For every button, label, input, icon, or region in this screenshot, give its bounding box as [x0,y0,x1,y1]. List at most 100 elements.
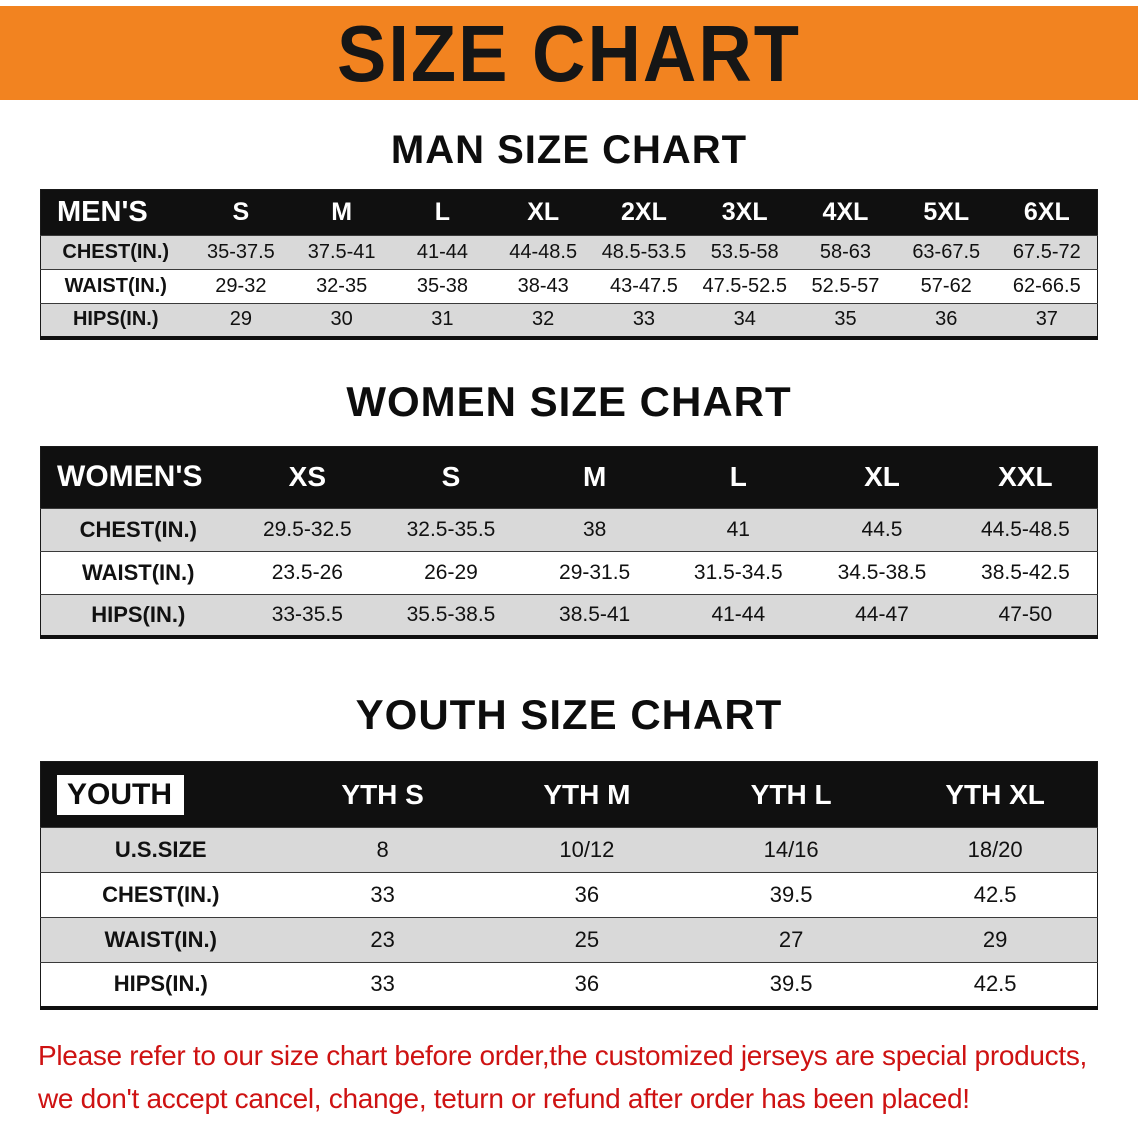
row-label: HIPS(IN.) [113,971,208,997]
size-cell: 47.5-52.5 [702,275,787,297]
size-cell: 23 [370,927,395,952]
size-cell: 32 [532,308,555,331]
size-cell: 33 [370,971,395,997]
size-column-header: L [434,198,451,226]
row-label: CHEST(IN.) [79,516,197,542]
measurement-row: WAIST(IN.) 23 25 27 29 [40,917,1098,963]
size-cell: 42.5 [973,882,1017,907]
measurement-row: HIPS(IN.) 29 30 31 32 33 34 35 36 37 [40,303,1098,338]
page-title: SIZE CHART [337,8,801,98]
youth-size-table: YOUTH YTH S YTH M YTH L YTH XL U.S.SIZE 8 10/12… [40,761,1098,1010]
size-cell: 67.5-72 [1012,241,1081,263]
table-corner-label: MEN'S [41,190,191,236]
size-column-header: YTH XL [945,778,1045,810]
size-cell: 44-47 [855,602,909,626]
size-cell: 39.5 [769,971,813,997]
row-label: CHEST(IN.) [62,241,170,263]
size-cell: 34 [733,308,756,331]
size-cell: 37 [1035,308,1058,331]
size-cell: 36 [574,971,600,997]
measurement-row: CHEST(IN.) 35-37.5 37.5-41 41-44 44-48.5 48.5… [40,235,1098,270]
size-column-header: XL [864,461,900,492]
size-cell: 53.5-58 [710,241,779,263]
size-column-header: XS [288,461,326,492]
size-cell: 44-48.5 [509,241,578,263]
size-cell: 39.5 [769,882,813,907]
size-cell: 8 [376,837,389,862]
youth-size-section: YOUTH SIZE CHART YOUTH YTH S YTH M YTH L YTH… [0,691,1138,1010]
women-size-section: WOMEN SIZE CHART WOMEN'S XS S M L XL XXL CHEST(… [0,378,1138,639]
size-cell: 29 [982,927,1008,952]
size-column-header: 6XL [1023,198,1070,226]
size-column-header: S [232,198,250,226]
size-cell: 44.5 [861,517,903,541]
measurement-row: WAIST(IN.) 23.5-26 26-29 29-31.5 31.5-34.5 34… [40,551,1098,594]
size-cell: 34.5-38.5 [837,560,927,584]
size-cell: 29-32 [215,275,267,297]
row-label: WAIST(IN.) [82,559,195,585]
measurement-row: U.S.SIZE 8 10/12 14/16 18/20 [40,827,1098,873]
size-cell: 14/16 [763,837,819,862]
table-header-row: MEN'S S M L XL 2XL 3XL 4XL 5XL 6XL [40,189,1098,236]
size-cell: 58-63 [819,241,872,263]
size-cell: 30 [330,308,353,331]
section-heading-youth: YOUTH SIZE CHART [355,691,783,738]
measurement-row: HIPS(IN.) 33 36 39.5 42.5 [40,962,1098,1008]
size-cell: 33 [632,308,656,331]
size-cell: 23.5-26 [271,560,343,584]
disclaimer-line-1: Please refer to our size chart before or… [38,1039,1088,1071]
size-cell: 62-66.5 [1012,275,1081,297]
size-column-header: S [441,461,461,492]
size-cell: 36 [574,882,600,907]
size-column-header: XXL [998,461,1053,492]
size-cell: 47-50 [998,602,1053,626]
table-corner-label: YOUTH [41,762,281,828]
size-cell: 41-44 [416,241,468,263]
row-label: CHEST(IN.) [102,882,220,907]
row-label: HIPS(IN.) [72,308,159,331]
size-cell: 43-47.5 [610,275,678,297]
size-column-header: M [331,198,353,226]
size-cell: 10/12 [559,837,615,862]
size-cell: 18/20 [967,837,1023,862]
size-cell: 35-38 [416,275,468,297]
measurement-row: HIPS(IN.) 33-35.5 35.5-38.5 38.5-41 41-44 44-… [40,594,1098,637]
size-cell: 29 [229,308,252,331]
size-cell: 38.5-41 [559,602,631,626]
size-cell: 38.5-42.5 [981,560,1070,584]
table-corner-text: YOUTH [57,774,184,815]
section-heading-men: MAN SIZE CHART [390,128,748,172]
measurement-row: WAIST(IN.) 29-32 32-35 35-38 38-43 43-47.5 47.… [40,269,1098,304]
size-cell: 33 [370,882,395,907]
size-cell: 37.5-41 [307,241,376,263]
size-cell: 63-67.5 [912,241,981,263]
size-column-header: YTH M [543,778,631,810]
measurement-row: CHEST(IN.) 33 36 39.5 42.5 [40,872,1098,918]
size-cell: 27 [778,927,804,952]
size-column-header: 4XL [822,198,869,226]
size-charts: MAN SIZE CHART MEN'S S M L XL 2XL 3XL 4XL 5XL 6XL… [0,128,1138,1010]
women-size-table: WOMEN'S XS S M L XL XXL CHEST(IN.) 29.5-32.5 32.5… [40,445,1098,639]
size-cell: 38 [582,517,607,541]
size-cell: 31 [431,308,454,331]
size-cell: 41 [726,517,750,541]
size-cell: 31.5-34.5 [693,560,783,584]
table-corner-text: WOMEN'S [57,460,203,493]
size-cell: 32.5-35.5 [406,517,496,541]
size-cell: 41-44 [711,602,766,626]
size-cell: 26-29 [424,560,478,584]
size-cell: 52.5-57 [811,275,880,297]
size-cell: 38-43 [517,275,569,297]
size-cell: 57-62 [920,275,972,297]
size-column-header: XL [527,198,560,226]
row-label: HIPS(IN.) [91,601,186,627]
size-cell: 25 [574,927,600,952]
size-column-header: 3XL [721,198,768,226]
table-corner-label: WOMEN'S [41,446,236,508]
size-cell: 35-37.5 [206,241,275,263]
men-size-table: MEN'S S M L XL 2XL 3XL 4XL 5XL 6XL CHEST(IN.) 35-37… [40,189,1098,340]
table-corner-text: MEN'S [57,196,148,228]
size-column-header: YTH L [750,778,832,810]
size-column-header: L [729,461,747,492]
size-cell: 42.5 [973,971,1017,997]
